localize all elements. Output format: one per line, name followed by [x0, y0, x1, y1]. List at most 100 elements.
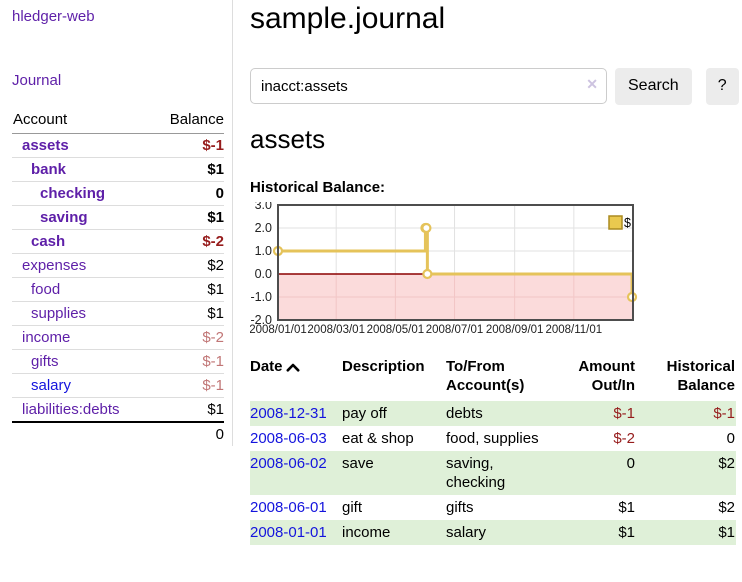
transaction-description: income [342, 524, 391, 542]
transaction-balance: $1 [718, 524, 735, 542]
transaction-description: gift [342, 499, 363, 517]
register-row: 2008-06-02 save saving, checking 0 $2 [250, 451, 736, 496]
account-balance: $-1 [152, 373, 224, 398]
transaction-amount: $1 [618, 499, 635, 517]
accounts-total-row: 0 [12, 421, 224, 446]
account-balance: $1 [152, 277, 224, 302]
account-link[interactable]: food [31, 281, 61, 298]
account-row: salary $-1 [12, 373, 224, 398]
account-balance: $2 [152, 253, 224, 278]
account-balance: $-1 [152, 349, 224, 374]
account-balance: $1 [152, 397, 224, 422]
sidebar: hledger-web Journal Account Balance asse… [0, 0, 233, 446]
search-box: ✕ [250, 68, 607, 104]
transaction-date-link[interactable]: 2008-06-03 [250, 430, 327, 448]
register-row: 2008-12-31 pay off debts $-1 $-1 [250, 401, 736, 427]
transaction-accounts: debts [446, 405, 483, 423]
account-balance: $1 [152, 157, 224, 182]
account-link[interactable]: expenses [22, 257, 87, 274]
y-axis-tick-label: -1.0 [250, 290, 272, 304]
register-header-balance: Historical Balance [666, 358, 735, 395]
search-button[interactable]: Search [615, 67, 692, 105]
clear-search-icon[interactable]: ✕ [586, 76, 598, 92]
journal-link[interactable]: Journal [12, 72, 62, 89]
transaction-amount: $-2 [613, 430, 635, 448]
account-row: gifts $-1 [12, 349, 224, 374]
account-link[interactable]: bank [31, 161, 67, 178]
account-link[interactable]: liabilities:debts [22, 401, 120, 418]
register-row: 2008-01-01 income salary $1 $1 [250, 520, 736, 546]
account-row: saving $1 [12, 205, 224, 230]
x-axis-tick-label: 2008/05/01 [367, 324, 425, 336]
y-axis-tick-label: 3.0 [255, 202, 272, 212]
accounts-total-value: 0 [152, 421, 224, 446]
y-axis-tick-label: -2.0 [250, 313, 272, 327]
x-axis-tick-label: 2008/11/01 [545, 324, 602, 336]
account-balance: $-2 [152, 325, 224, 350]
account-row: assets $-1 [12, 134, 224, 158]
legend-label: $ [624, 216, 631, 230]
account-balance: $1 [152, 301, 224, 326]
register-header-date[interactable]: Date [250, 355, 342, 401]
historical-balance-chart: 2008/01/01 2008/03/01 2008/05/01 2008/07/01… [250, 202, 638, 336]
register-header-description: Description [342, 358, 425, 376]
account-heading: assets [250, 123, 326, 154]
account-link[interactable]: cash [31, 233, 66, 250]
y-axis-tick-label: 1.0 [255, 244, 272, 258]
account-link[interactable]: salary [31, 377, 72, 394]
account-row: cash $-2 [12, 229, 224, 254]
account-row: expenses $2 [12, 253, 224, 278]
transaction-accounts: gifts [446, 499, 474, 517]
account-row: supplies $1 [12, 301, 224, 326]
account-balance: 0 [152, 181, 224, 206]
transaction-accounts: food, supplies [446, 430, 539, 448]
app-title-link[interactable]: hledger-web [12, 8, 95, 25]
help-button[interactable]: ? [705, 67, 739, 105]
search-input[interactable] [250, 68, 607, 104]
transaction-description: save [342, 455, 374, 473]
x-axis-tick-label: 2008/03/01 [307, 324, 365, 336]
transaction-date-link[interactable]: 2008-12-31 [250, 405, 327, 423]
legend-swatch [608, 215, 623, 231]
transaction-amount: $-1 [613, 405, 635, 423]
y-axis-tick-label: 0.0 [255, 267, 272, 281]
account-row: liabilities:debts $1 [12, 397, 224, 422]
register-header-row: Date Description To/From Account(s) Amou… [250, 355, 736, 401]
register-header-amount: Amount Out/In [578, 358, 635, 395]
sidebar-nav: Journal [12, 72, 224, 90]
account-link[interactable]: checking [40, 185, 106, 202]
transaction-balance: $-1 [713, 405, 735, 423]
accounts-table: Account Balance assets $-1 bank $1 check… [12, 109, 224, 446]
transaction-balance: 0 [726, 430, 735, 448]
transaction-date-link[interactable]: 2008-01-01 [250, 524, 327, 542]
register-row: 2008-06-03 eat & shop food, supplies $-2… [250, 426, 736, 451]
y-axis-tick-label: 2.0 [255, 221, 272, 235]
register-table: Date Description To/From Account(s) Amou… [250, 355, 736, 546]
transaction-date-link[interactable]: 2008-06-02 [250, 455, 327, 473]
sort-ascending-icon [286, 364, 300, 372]
transaction-description: pay off [342, 405, 387, 423]
accounts-header-account: Account [12, 109, 153, 134]
account-link[interactable]: income [22, 329, 71, 346]
transaction-amount: 0 [626, 455, 635, 473]
account-link[interactable]: gifts [31, 353, 59, 370]
transaction-accounts: salary [446, 524, 487, 542]
transaction-description: eat & shop [342, 430, 414, 448]
page-title: sample.journal [250, 2, 446, 35]
account-link[interactable]: assets [22, 137, 69, 154]
account-balance: $1 [152, 205, 224, 230]
register-row: 2008-06-01 gift gifts $1 $2 [250, 495, 736, 520]
accounts-header-row: Account Balance [12, 109, 224, 134]
transaction-date-link[interactable]: 2008-06-01 [250, 499, 327, 517]
data-point-marker [422, 269, 433, 280]
transaction-balance: $2 [718, 455, 735, 473]
transaction-amount: $1 [618, 524, 635, 542]
x-axis-tick-label: 2008/09/01 [486, 324, 544, 336]
chart-title: Historical Balance: [250, 179, 386, 197]
account-link[interactable]: saving [40, 209, 88, 226]
accounts-header-balance: Balance [152, 109, 224, 134]
account-link[interactable]: supplies [31, 305, 87, 322]
x-axis-tick-label: 2008/07/01 [426, 324, 484, 336]
account-balance: $-2 [152, 229, 224, 254]
account-row: bank $1 [12, 157, 224, 182]
